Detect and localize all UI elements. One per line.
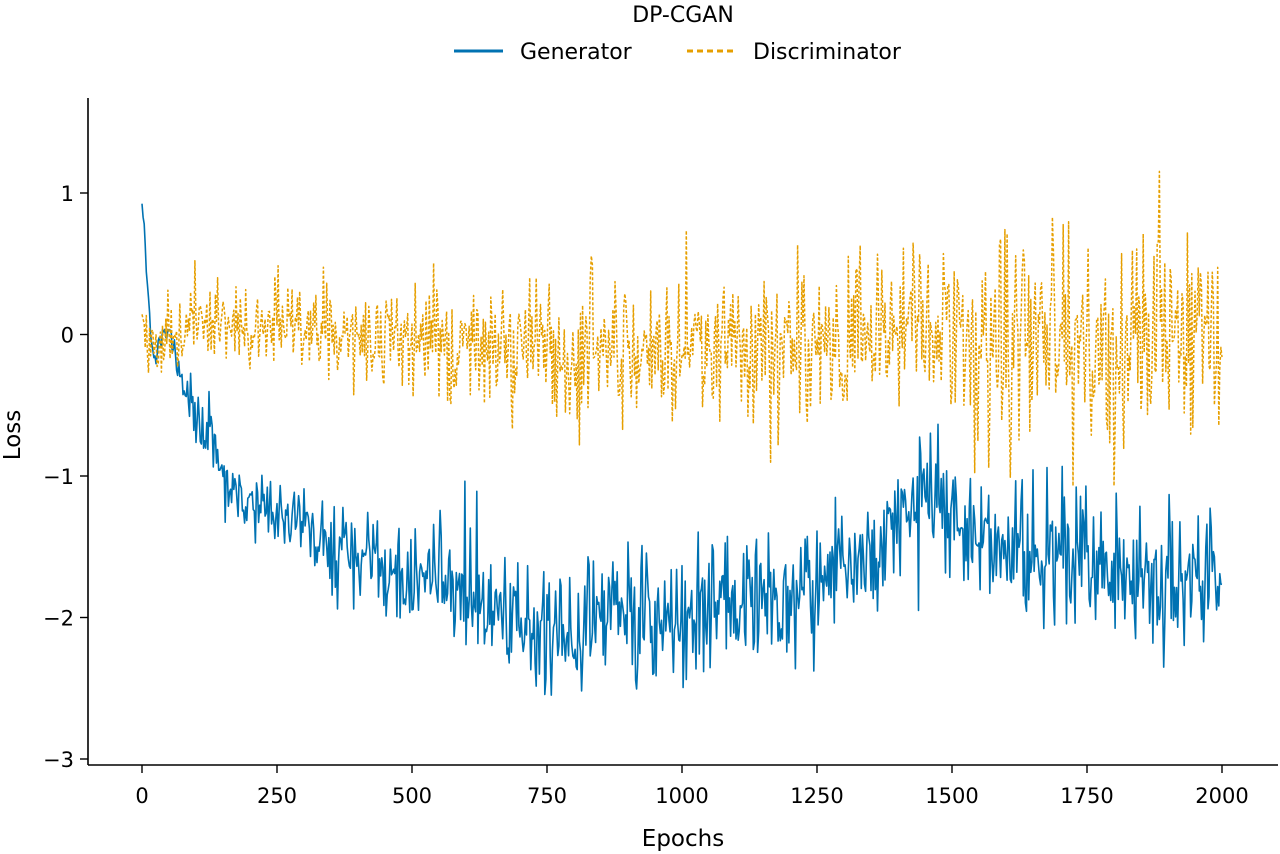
x-tick-label: 2000 (1195, 784, 1248, 808)
legend-generator-label: Generator (520, 40, 633, 65)
y-axis-title: Loss (0, 410, 26, 460)
x-tick-label: 1000 (655, 784, 708, 808)
legend: DP-CGAN Generator Discriminator (454, 3, 902, 65)
legend-title: DP-CGAN (632, 3, 734, 28)
y-tick-label: −2 (43, 607, 74, 631)
x-tick-label: 500 (392, 784, 432, 808)
series-layer (141, 170, 1223, 696)
y-tick-label: 1 (61, 182, 74, 206)
x-tick-label: 750 (527, 784, 567, 808)
x-axis-title: Epochs (642, 826, 724, 852)
legend-discriminator-label: Discriminator (753, 40, 902, 65)
x-tick-label: 1500 (925, 784, 978, 808)
y-tick-label: −1 (43, 465, 74, 489)
x-tick-label: 250 (257, 784, 297, 808)
x-tick-label: 1250 (790, 784, 843, 808)
generator-loss-line (141, 203, 1223, 696)
y-ticks: −3 −2 −1 0 1 (43, 182, 88, 772)
y-tick-label: −3 (43, 748, 74, 772)
y-tick-label: 0 (61, 324, 74, 348)
x-tick-label: 1750 (1060, 784, 1113, 808)
x-ticks: 0 250 500 750 1000 1250 1500 1750 2000 (135, 765, 1249, 808)
discriminator-loss-line (141, 170, 1223, 487)
x-tick-label: 0 (135, 784, 148, 808)
